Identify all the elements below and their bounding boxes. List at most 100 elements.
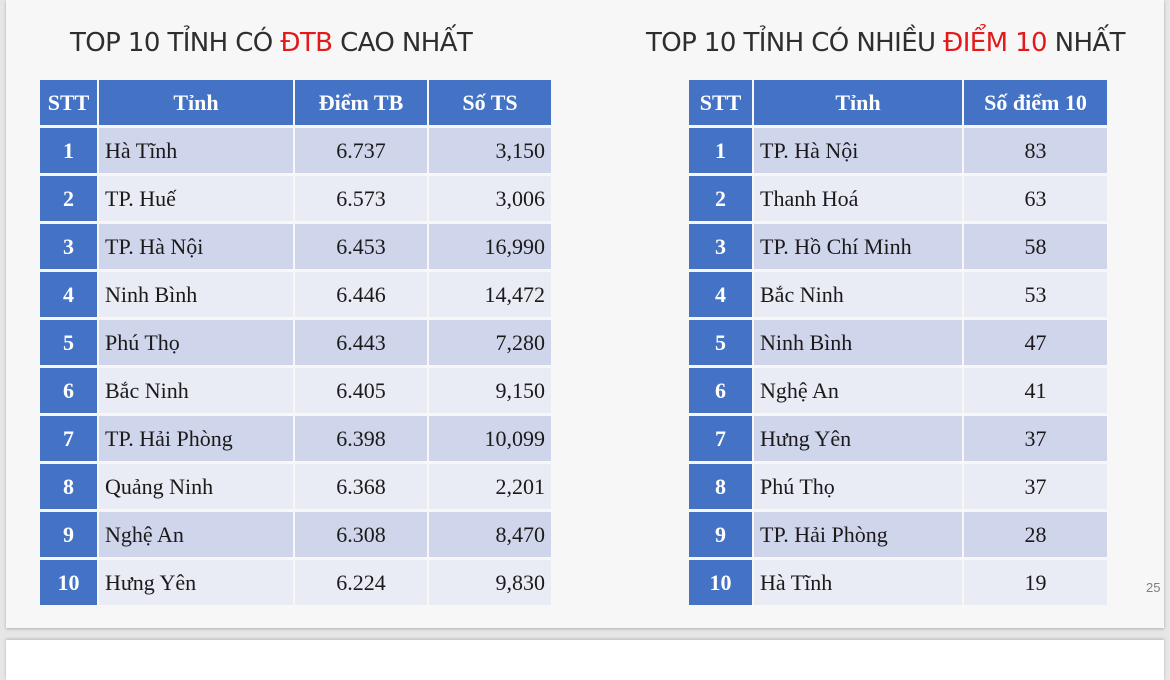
cell-avg-score: 6.405: [295, 368, 427, 413]
table-row: 5 Ninh Bình 47: [689, 320, 1107, 365]
table-row: 2 TP. Huế 6.573 3,006: [40, 176, 551, 221]
next-slide-preview[interactable]: [6, 640, 1164, 680]
cell-perfect-count: 63: [964, 176, 1107, 221]
right-table-title: TOP 10 TỈNH CÓ NHIỀU ĐIỂM 10 NHẤT: [646, 28, 1126, 58]
cell-stt: 4: [40, 272, 97, 317]
cell-perfect-count: 19: [964, 560, 1107, 605]
header-province: Tỉnh: [99, 80, 293, 125]
title-text: TOP 10 TỈNH CÓ NHIỀU: [646, 28, 944, 58]
table-row: 10 Hưng Yên 6.224 9,830: [40, 560, 551, 605]
table-row: 10 Hà Tĩnh 19: [689, 560, 1107, 605]
cell-stt: 6: [689, 368, 752, 413]
cell-province: Ninh Bình: [754, 320, 962, 365]
cell-avg-score: 6.368: [295, 464, 427, 509]
table-row: 3 TP. Hà Nội 6.453 16,990: [40, 224, 551, 269]
header-stt: STT: [689, 80, 752, 125]
title-text: NHẤT: [1046, 28, 1126, 58]
cell-candidates: 9,150: [429, 368, 551, 413]
cell-province: TP. Hà Nội: [99, 224, 293, 269]
cell-stt: 10: [40, 560, 97, 605]
cell-province: TP. Hà Nội: [754, 128, 962, 173]
cell-stt: 7: [689, 416, 752, 461]
cell-candidates: 7,280: [429, 320, 551, 365]
cell-candidates: 8,470: [429, 512, 551, 557]
cell-province: Hà Tĩnh: [754, 560, 962, 605]
header-avg-score: Điểm TB: [295, 80, 427, 125]
table-row: 4 Ninh Bình 6.446 14,472: [40, 272, 551, 317]
cell-stt: 2: [689, 176, 752, 221]
cell-perfect-count: 47: [964, 320, 1107, 365]
cell-avg-score: 6.453: [295, 224, 427, 269]
cell-province: Thanh Hoá: [754, 176, 962, 221]
cell-perfect-count: 37: [964, 416, 1107, 461]
header-province: Tỉnh: [754, 80, 962, 125]
cell-candidates: 9,830: [429, 560, 551, 605]
cell-candidates: 3,006: [429, 176, 551, 221]
cell-avg-score: 6.573: [295, 176, 427, 221]
table-row: 2 Thanh Hoá 63: [689, 176, 1107, 221]
header-perfect-count: Số điểm 10: [964, 80, 1107, 125]
table-row: 5 Phú Thọ 6.443 7,280: [40, 320, 551, 365]
table-row: 7 TP. Hải Phòng 6.398 10,099: [40, 416, 551, 461]
cell-avg-score: 6.737: [295, 128, 427, 173]
cell-stt: 2: [40, 176, 97, 221]
cell-candidates: 3,150: [429, 128, 551, 173]
cell-province: Bắc Ninh: [99, 368, 293, 413]
title-text: CAO NHẤT: [332, 28, 473, 58]
cell-stt: 6: [40, 368, 97, 413]
table-header-row: STT Tỉnh Điểm TB Số TS: [40, 80, 551, 125]
cell-perfect-count: 41: [964, 368, 1107, 413]
cell-province: Phú Thọ: [754, 464, 962, 509]
table-row: 9 TP. Hải Phòng 28: [689, 512, 1107, 557]
cell-stt: 7: [40, 416, 97, 461]
cell-stt: 5: [40, 320, 97, 365]
cell-stt: 4: [689, 272, 752, 317]
cell-province: Hà Tĩnh: [99, 128, 293, 173]
cell-stt: 10: [689, 560, 752, 605]
cell-stt: 3: [40, 224, 97, 269]
table-row: 9 Nghệ An 6.308 8,470: [40, 512, 551, 557]
cell-stt: 1: [689, 128, 752, 173]
table-row: 8 Phú Thọ 37: [689, 464, 1107, 509]
title-highlight: ĐTB: [280, 28, 333, 58]
cell-province: Quảng Ninh: [99, 464, 293, 509]
cell-stt: 8: [689, 464, 752, 509]
left-table-title: TOP 10 TỈNH CÓ ĐTB CAO NHẤT: [70, 28, 473, 58]
cell-stt: 9: [40, 512, 97, 557]
table-row: 6 Nghệ An 41: [689, 368, 1107, 413]
cell-candidates: 16,990: [429, 224, 551, 269]
slide-25: TOP 10 TỈNH CÓ ĐTB CAO NHẤT TOP 10 TỈNH …: [6, 0, 1164, 628]
cell-avg-score: 6.224: [295, 560, 427, 605]
cell-perfect-count: 58: [964, 224, 1107, 269]
cell-avg-score: 6.446: [295, 272, 427, 317]
cell-stt: 8: [40, 464, 97, 509]
cell-province: Hưng Yên: [754, 416, 962, 461]
cell-candidates: 10,099: [429, 416, 551, 461]
cell-province: Nghệ An: [754, 368, 962, 413]
cell-avg-score: 6.398: [295, 416, 427, 461]
cell-perfect-count: 28: [964, 512, 1107, 557]
page-number: 25: [1146, 580, 1161, 595]
cell-province: Hưng Yên: [99, 560, 293, 605]
table-row: 8 Quảng Ninh 6.368 2,201: [40, 464, 551, 509]
table-row: 7 Hưng Yên 37: [689, 416, 1107, 461]
top10-perfect-score-table: STT Tỉnh Số điểm 10 1 TP. Hà Nội 83 2 Thanh …: [687, 77, 1109, 608]
table-row: 1 TP. Hà Nội 83: [689, 128, 1107, 173]
title-highlight: ĐIỂM 10: [943, 28, 1047, 58]
header-stt: STT: [40, 80, 97, 125]
table-row: 3 TP. Hồ Chí Minh 58: [689, 224, 1107, 269]
cell-stt: 3: [689, 224, 752, 269]
cell-province: TP. Huế: [99, 176, 293, 221]
cell-province: TP. Hải Phòng: [754, 512, 962, 557]
header-candidates: Số TS: [429, 80, 551, 125]
cell-province: Ninh Bình: [99, 272, 293, 317]
cell-stt: 5: [689, 320, 752, 365]
cell-avg-score: 6.308: [295, 512, 427, 557]
table-header-row: STT Tỉnh Số điểm 10: [689, 80, 1107, 125]
cell-candidates: 14,472: [429, 272, 551, 317]
table-row: 1 Hà Tĩnh 6.737 3,150: [40, 128, 551, 173]
table-row: 4 Bắc Ninh 53: [689, 272, 1107, 317]
cell-stt: 1: [40, 128, 97, 173]
cell-province: Phú Thọ: [99, 320, 293, 365]
cell-avg-score: 6.443: [295, 320, 427, 365]
